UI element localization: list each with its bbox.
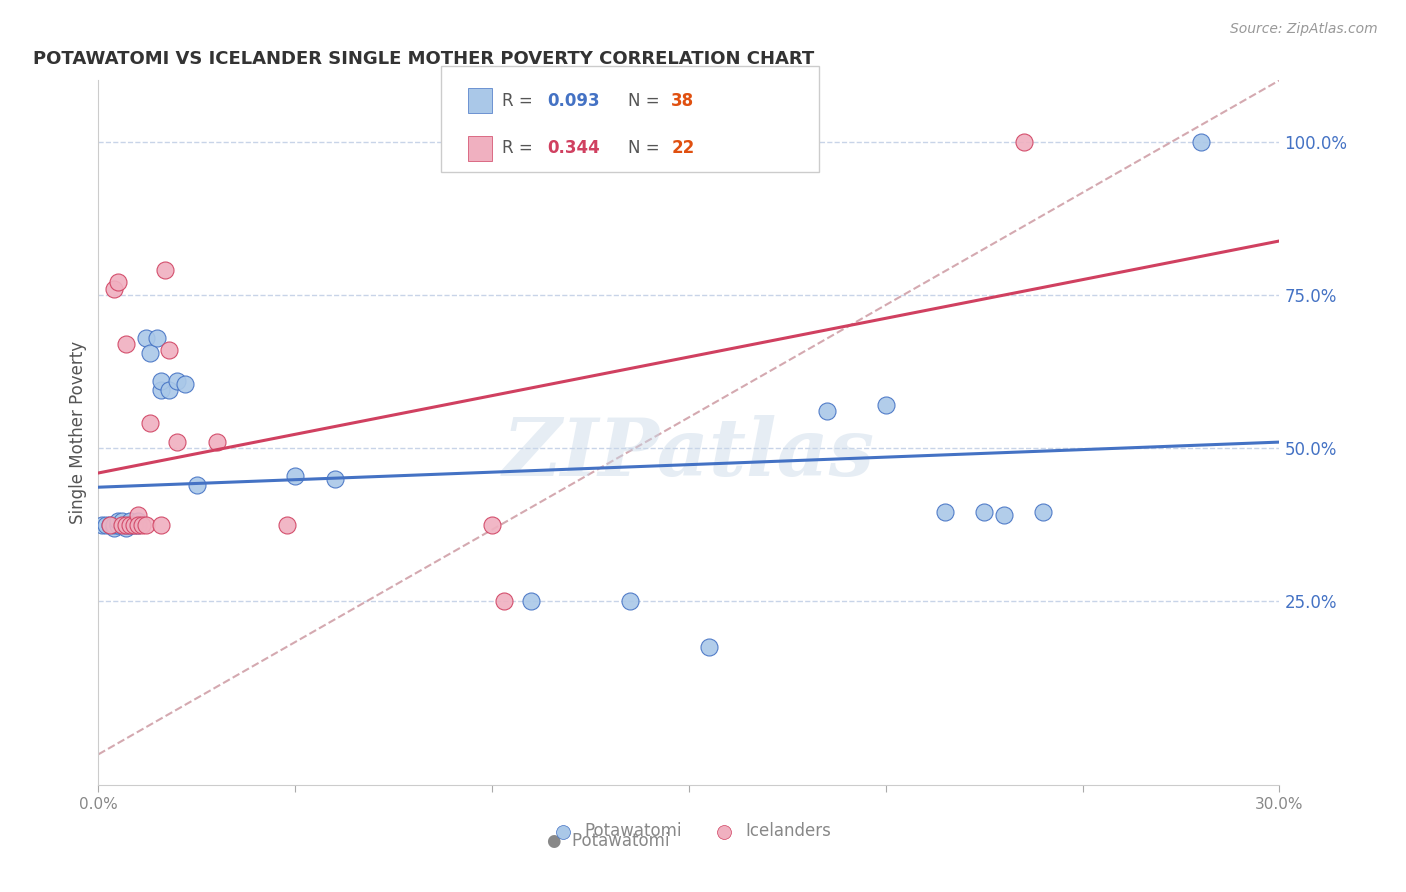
Point: [150, 374, 173, 388]
Point: [107, 517, 129, 532]
Point: [157, 383, 180, 397]
Point: [107, 276, 129, 290]
Point: [131, 517, 153, 532]
Point: [111, 517, 134, 532]
Point: [492, 594, 515, 608]
Text: N =: N =: [627, 92, 665, 110]
Point: [1032, 505, 1054, 519]
Point: [115, 517, 138, 532]
Point: [127, 517, 149, 532]
Point: [186, 477, 208, 491]
Point: [127, 515, 149, 529]
Point: [115, 517, 138, 532]
FancyBboxPatch shape: [441, 66, 818, 172]
Text: ●  Potawatomi: ● Potawatomi: [547, 832, 669, 850]
Point: [157, 343, 180, 357]
Point: [284, 468, 307, 483]
Point: [118, 517, 141, 532]
Point: [118, 517, 141, 532]
Legend: Potawatomi, Icelanders: Potawatomi, Icelanders: [540, 816, 838, 847]
Point: [146, 331, 169, 345]
Text: 22: 22: [671, 139, 695, 157]
Point: [115, 336, 138, 351]
Text: N =: N =: [627, 139, 665, 157]
Point: [103, 282, 125, 296]
Text: 0.344: 0.344: [547, 139, 600, 157]
Point: [118, 515, 141, 529]
Point: [276, 517, 298, 532]
Point: [1189, 135, 1212, 149]
Point: [934, 505, 956, 519]
Point: [323, 472, 346, 486]
Point: [122, 517, 145, 532]
Point: [619, 594, 641, 608]
Text: POTAWATOMI VS ICELANDER SINGLE MOTHER POVERTY CORRELATION CHART: POTAWATOMI VS ICELANDER SINGLE MOTHER PO…: [34, 50, 814, 68]
Point: [166, 374, 188, 388]
Point: [155, 263, 177, 277]
Y-axis label: Single Mother Poverty: Single Mother Poverty: [69, 341, 87, 524]
Point: [107, 517, 129, 532]
Point: [98, 517, 121, 532]
Point: [138, 417, 160, 431]
Point: [1012, 135, 1035, 149]
Point: [91, 517, 114, 532]
Point: [520, 594, 543, 608]
Point: [815, 404, 838, 418]
Point: [166, 434, 188, 449]
Point: [98, 517, 121, 532]
Point: [115, 520, 138, 534]
Point: [103, 520, 125, 534]
Text: R =: R =: [502, 139, 538, 157]
Point: [973, 505, 995, 519]
Point: [96, 517, 118, 532]
Point: [127, 517, 149, 532]
Point: [205, 434, 228, 449]
Text: R =: R =: [502, 92, 538, 110]
Text: 0.093: 0.093: [547, 92, 600, 110]
Text: ■: ■: [471, 139, 489, 158]
Point: [111, 515, 134, 529]
Point: [107, 515, 129, 529]
Point: [135, 517, 157, 532]
Point: [697, 640, 720, 654]
Point: [103, 517, 125, 532]
Point: [993, 508, 1015, 523]
Point: [138, 346, 160, 360]
Text: 38: 38: [671, 92, 695, 110]
Text: ■: ■: [471, 91, 489, 111]
Point: [174, 376, 197, 391]
Point: [150, 517, 173, 532]
Text: ZIPatlas: ZIPatlas: [503, 415, 875, 492]
Point: [481, 517, 503, 532]
Point: [127, 508, 149, 523]
Point: [150, 383, 173, 397]
Point: [135, 331, 157, 345]
Point: [111, 517, 134, 532]
Text: Source: ZipAtlas.com: Source: ZipAtlas.com: [1230, 22, 1378, 37]
Point: [122, 517, 145, 532]
Point: [875, 398, 897, 412]
